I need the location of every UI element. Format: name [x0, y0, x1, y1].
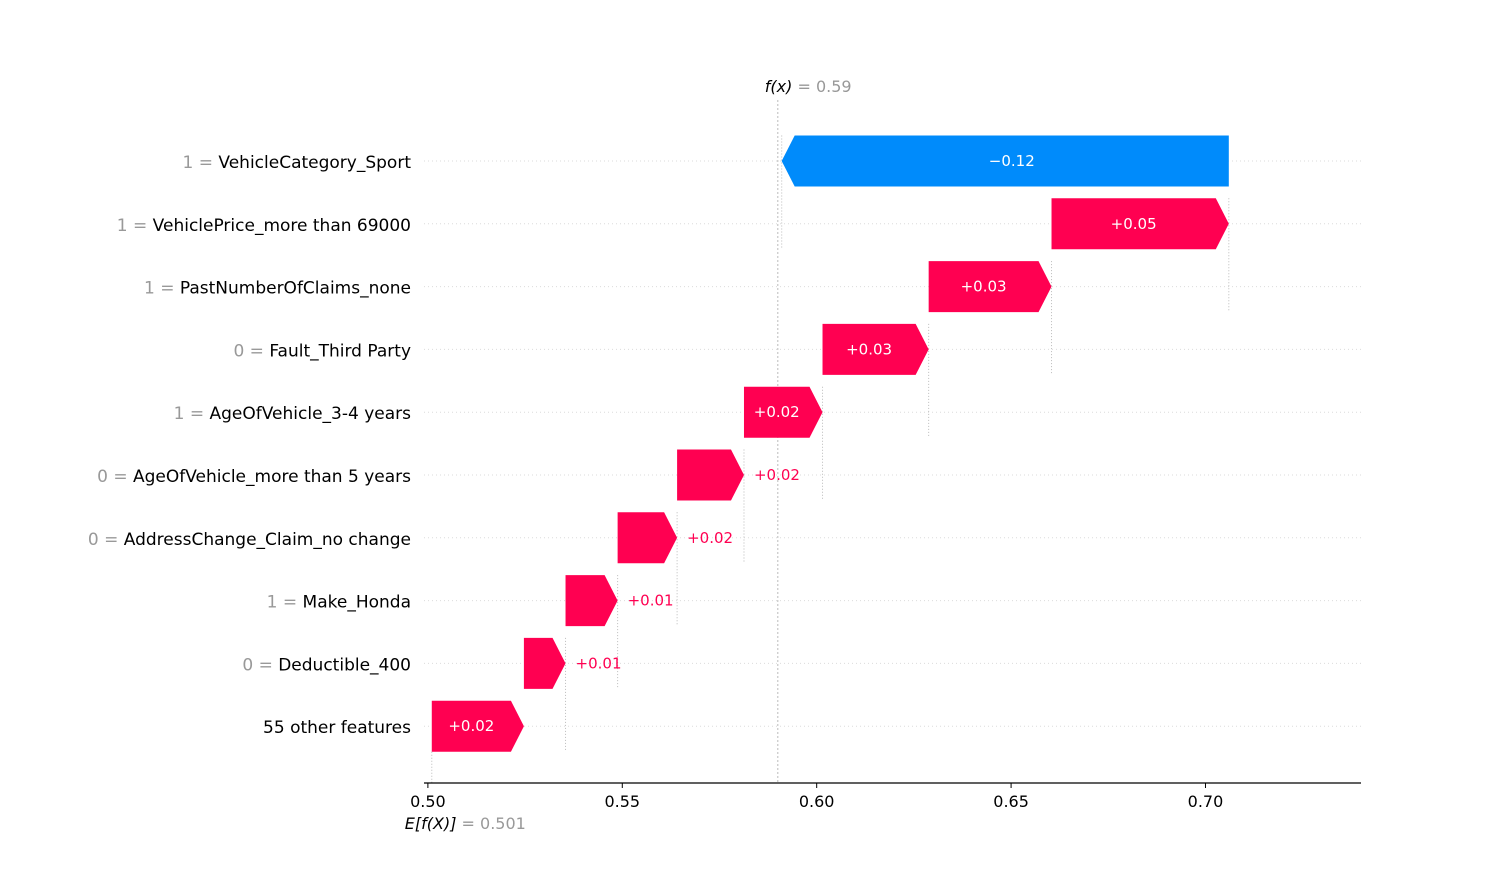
feature-value: 0 =	[88, 530, 124, 550]
feature-name: AgeOfVehicle_3-4 years	[210, 404, 412, 424]
contribution-bar	[822, 323, 929, 375]
feature-labels: −0.12 1 = VehicleCategory_Sport +0.05 1 = V…	[88, 152, 1157, 738]
feature-name: AgeOfVehicle_more than 5 years	[133, 467, 411, 487]
feature-name: VehicleCategory_Sport	[218, 153, 411, 173]
feature-name: Fault_Third Party	[269, 341, 411, 361]
feature-label: 1 = AgeOfVehicle_3-4 years	[174, 404, 412, 424]
feature-value: 1 =	[183, 153, 219, 173]
bar-value-label: +0.01	[628, 592, 674, 610]
bar-value-label: +0.03	[961, 278, 1007, 296]
x-tick-label: 0.55	[604, 792, 640, 811]
grid-lines	[424, 160, 1361, 727]
bar-value-label: +0.02	[754, 466, 800, 484]
bar-value-label: +0.02	[687, 529, 733, 547]
fx-label: f(x)	[765, 77, 793, 96]
feature-name: Make_Honda	[303, 593, 411, 613]
contribution-bar	[565, 575, 618, 627]
contribution-bar	[431, 700, 524, 752]
bar-value-label: +0.02	[754, 403, 800, 421]
bar-value-label: −0.12	[989, 152, 1035, 170]
fx-value: 0.59	[816, 77, 852, 96]
bar-value-label: +0.02	[448, 717, 494, 735]
efx-label: E[f(X)]	[405, 814, 457, 833]
connector-lines	[431, 135, 1230, 783]
feature-label: 55 other features	[263, 718, 411, 738]
x-axis: 0.50 0.55 0.60 0.65 0.70	[410, 782, 1361, 811]
feature-label: 0 = Deductible_400	[242, 655, 411, 675]
feature-name: AddressChange_Claim_no change	[124, 530, 411, 550]
bar-value-label: +0.01	[576, 654, 622, 672]
x-tick-label: 0.65	[993, 792, 1029, 811]
contribution-bar	[617, 512, 678, 564]
x-tick-label: 0.60	[799, 792, 835, 811]
feature-label: 1 = VehicleCategory_Sport	[183, 153, 412, 173]
bar-value-label: +0.03	[846, 340, 892, 358]
x-tick-label: 0.50	[410, 792, 446, 811]
feature-label: 1 = Make_Honda	[267, 593, 411, 613]
contribution-bar	[928, 261, 1052, 313]
fx-marker: f(x) = 0.59	[765, 77, 852, 783]
feature-label: 0 = AgeOfVehicle_more than 5 years	[97, 467, 411, 487]
efx-marker: E[f(X)] = 0.501	[405, 814, 526, 833]
feature-value: 0 =	[233, 341, 269, 361]
feature-label: 0 = Fault_Third Party	[233, 341, 411, 361]
contribution-bar	[781, 135, 1229, 187]
feature-label: 1 = VehiclePrice_more than 69000	[117, 216, 411, 236]
contribution-bar	[523, 637, 566, 689]
contribution-bar	[743, 386, 823, 438]
efx-value: 0.501	[480, 814, 526, 833]
feature-name: 55 other features	[263, 718, 411, 738]
feature-value: 0 =	[242, 655, 278, 675]
feature-value: 1 =	[267, 593, 303, 613]
feature-name: VehiclePrice_more than 69000	[153, 216, 411, 236]
feature-value: 1 =	[144, 279, 180, 299]
feature-label: 0 = AddressChange_Claim_no change	[88, 530, 411, 550]
contribution-bar	[1051, 198, 1229, 250]
contribution-bar	[677, 449, 744, 501]
feature-name: Deductible_400	[278, 655, 411, 675]
fx-annotation: f(x) = 0.59	[765, 77, 852, 96]
contribution-bars	[431, 135, 1229, 752]
efx-annotation: E[f(X)] = 0.501	[405, 814, 526, 833]
feature-value: 1 =	[174, 404, 210, 424]
feature-label: 1 = PastNumberOfClaims_none	[144, 279, 411, 299]
bar-value-label: +0.05	[1111, 215, 1157, 233]
x-tick-label: 0.70	[1188, 792, 1224, 811]
feature-value: 0 =	[97, 467, 133, 487]
feature-value: 1 =	[117, 216, 153, 236]
feature-name: PastNumberOfClaims_none	[180, 279, 411, 299]
